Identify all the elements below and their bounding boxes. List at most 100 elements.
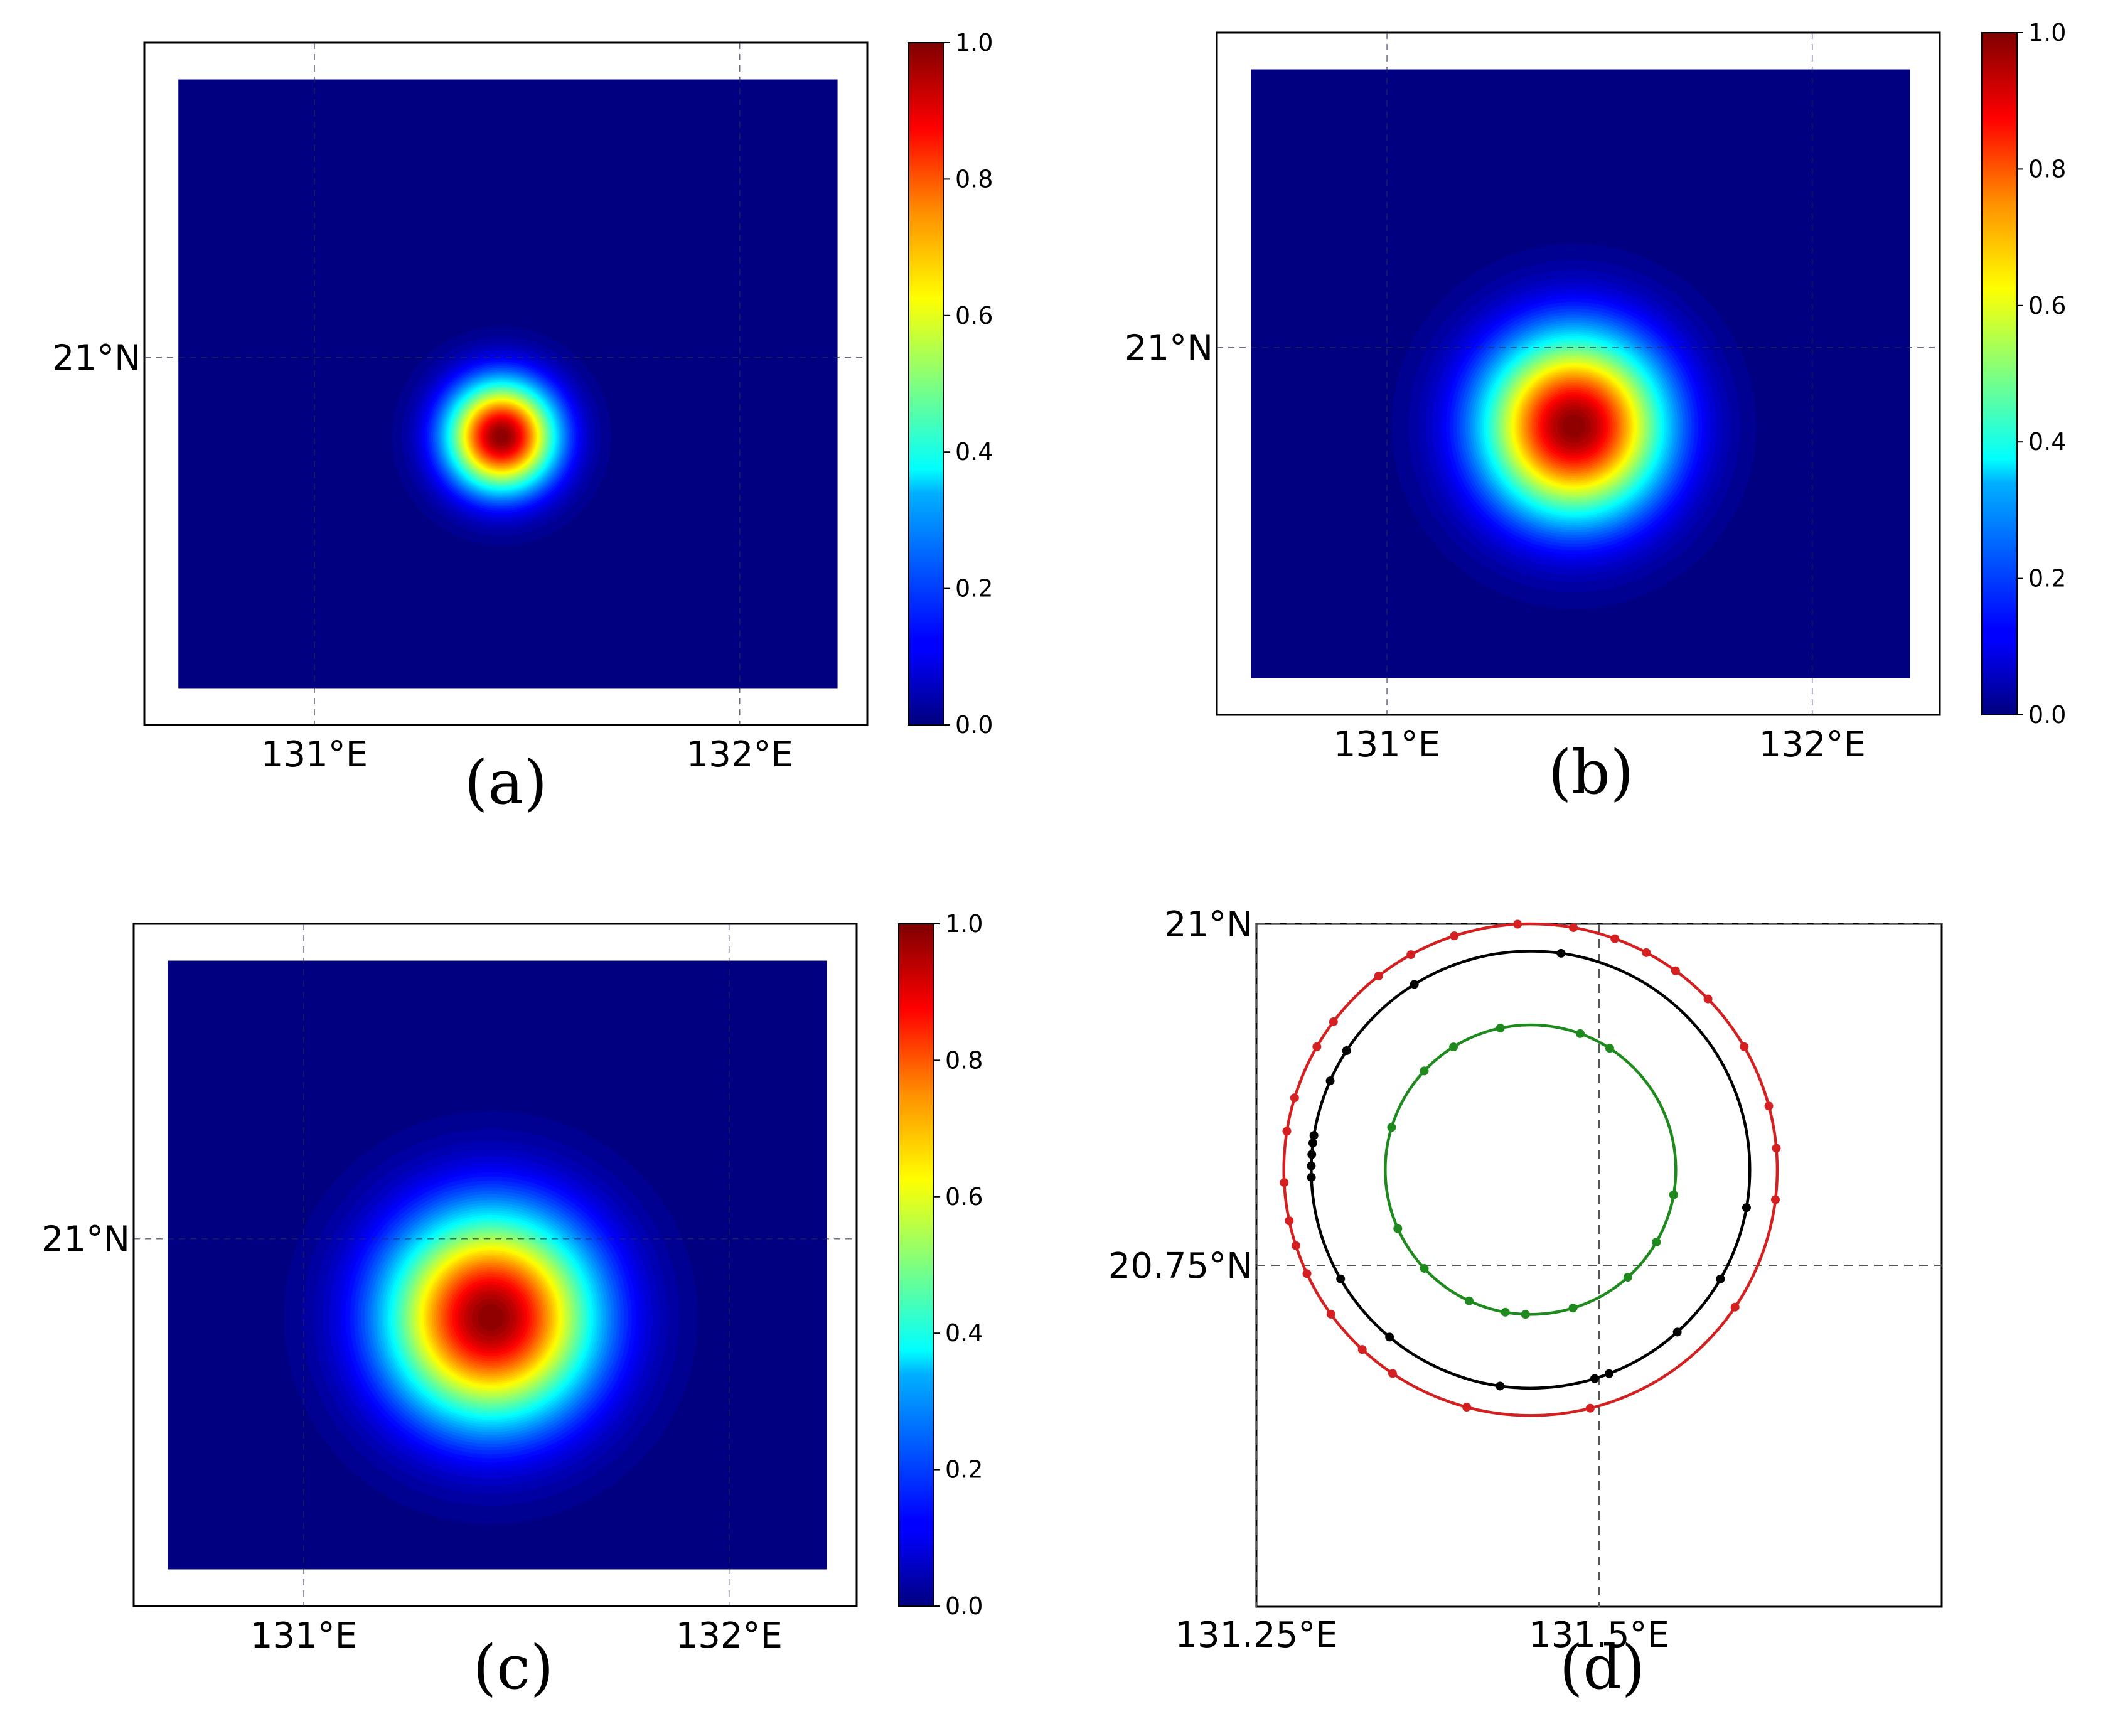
field-contour bbox=[478, 1304, 505, 1331]
x-tick-labels: 131.25°E 131.5°E bbox=[1175, 1615, 1669, 1656]
red-point bbox=[1357, 1345, 1367, 1354]
red-point bbox=[1406, 950, 1416, 960]
y-tick-label: 21°N bbox=[1164, 904, 1253, 945]
colorbar-tick-label: 0.2 bbox=[955, 575, 993, 603]
red-point bbox=[1462, 1403, 1472, 1412]
field-contour bbox=[495, 429, 509, 444]
field-contour bbox=[1562, 414, 1586, 438]
colorbar-ticks: 0.0 0.2 0.4 0.6 0.8 1.0 bbox=[944, 29, 993, 739]
red-point bbox=[1513, 919, 1522, 929]
black-point bbox=[1307, 1150, 1317, 1159]
red-point bbox=[1329, 1017, 1338, 1026]
red-point bbox=[1730, 1302, 1740, 1312]
colorbar-tick-label: 1.0 bbox=[955, 29, 993, 56]
red-point bbox=[1280, 1178, 1289, 1187]
green-point bbox=[1605, 1044, 1614, 1053]
black-point bbox=[1590, 1374, 1599, 1383]
colorbar-tick-label: 0.4 bbox=[2028, 428, 2066, 456]
black-point bbox=[1342, 1046, 1351, 1056]
y-tick-label: 21°N bbox=[52, 338, 141, 379]
colorbar-tick-label: 0.4 bbox=[945, 1319, 983, 1347]
black-point bbox=[1309, 1131, 1319, 1140]
x-tick-label: 131°E bbox=[1334, 724, 1440, 765]
green-point bbox=[1669, 1190, 1678, 1199]
red-point bbox=[1772, 1144, 1781, 1153]
x-tick-label: 132°E bbox=[687, 734, 793, 775]
colorbar-tick-label: 0.8 bbox=[955, 165, 993, 193]
black-point bbox=[1716, 1274, 1725, 1283]
green-point bbox=[1568, 1304, 1578, 1313]
red-point bbox=[1740, 1042, 1749, 1051]
y-tick-labels: 21°N bbox=[1125, 328, 1213, 369]
colorbar bbox=[908, 42, 944, 726]
red-point bbox=[1585, 1403, 1595, 1413]
green-point bbox=[1387, 1123, 1396, 1132]
panel-c: 131°E 132°E 21°N 0.0 0.2 0.4 0.6 0.8 1.0 (c) bbox=[41, 910, 983, 1703]
y-tick-label: 21°N bbox=[41, 1219, 130, 1260]
red-point bbox=[1450, 931, 1459, 941]
red-point bbox=[1703, 994, 1713, 1004]
red-point bbox=[1326, 1309, 1335, 1319]
y-tick-labels: 21°N bbox=[41, 1219, 130, 1260]
green-point bbox=[1521, 1310, 1530, 1319]
red-point bbox=[1282, 1127, 1292, 1136]
green-point bbox=[1501, 1307, 1510, 1317]
panel-a: 131°E 132°E 21°N 0.0 0.2 0.4 0.6 0.8 1.0 (a) bbox=[52, 29, 993, 818]
colorbar-tick-label: 0.8 bbox=[945, 1046, 983, 1074]
panel-label: (b) bbox=[1548, 737, 1634, 808]
x-tick-label: 131.5°E bbox=[1529, 1615, 1669, 1656]
panel-d: 131.25°E 131.5°E 21°N 20.75°N (d) bbox=[1108, 904, 1943, 1703]
black-point bbox=[1325, 1076, 1335, 1086]
heatmap-field bbox=[1251, 69, 1910, 678]
y-tick-label: 20.75°N bbox=[1108, 1246, 1253, 1287]
green-point bbox=[1420, 1066, 1429, 1076]
green-point bbox=[1393, 1224, 1403, 1233]
heatmap-field bbox=[178, 79, 838, 689]
x-tick-label: 132°E bbox=[1759, 724, 1866, 765]
black-point bbox=[1605, 1369, 1614, 1378]
green-point bbox=[1496, 1024, 1505, 1033]
red-point bbox=[1569, 923, 1578, 932]
red-point bbox=[1770, 1195, 1780, 1204]
green-point bbox=[1652, 1238, 1661, 1247]
colorbar-tick-label: 1.0 bbox=[2028, 19, 2066, 46]
green-point bbox=[1449, 1042, 1458, 1052]
black-point bbox=[1742, 1203, 1751, 1213]
y-tick-labels: 21°N 20.75°N bbox=[1108, 904, 1253, 1287]
colorbar-tick-label: 0.0 bbox=[2028, 701, 2066, 729]
panel-label: (a) bbox=[464, 747, 547, 818]
black-point bbox=[1307, 1161, 1316, 1171]
x-tick-label: 131°E bbox=[261, 734, 368, 775]
x-tick-labels: 131°E 132°E bbox=[250, 1615, 783, 1656]
colorbar-tick-label: 0.2 bbox=[945, 1456, 983, 1484]
colorbar-ticks: 0.0 0.2 0.4 0.6 0.8 1.0 bbox=[2017, 19, 2066, 729]
colorbar bbox=[898, 923, 934, 1607]
colorbar-tick-label: 0.0 bbox=[945, 1592, 983, 1620]
y-tick-label: 21°N bbox=[1125, 328, 1213, 369]
red-point bbox=[1764, 1101, 1774, 1111]
colorbar bbox=[1981, 32, 2018, 715]
panel-label: (c) bbox=[473, 1632, 554, 1703]
grid-lines bbox=[1256, 923, 1942, 1607]
x-tick-label: 132°E bbox=[676, 1615, 783, 1656]
x-tick-label: 131°E bbox=[250, 1615, 357, 1656]
heatmap-field bbox=[168, 960, 827, 1570]
red-point bbox=[1374, 972, 1383, 981]
black-point bbox=[1307, 1172, 1316, 1182]
red-circle bbox=[1282, 922, 1779, 1417]
green-point bbox=[1623, 1273, 1632, 1282]
red-point bbox=[1671, 966, 1680, 975]
colorbar-tick-label: 1.0 bbox=[945, 910, 983, 938]
green-point bbox=[1420, 1263, 1429, 1273]
green-circle bbox=[1384, 1023, 1678, 1316]
colorbar-tick-label: 0.6 bbox=[2028, 292, 2066, 319]
red-point bbox=[1388, 1369, 1397, 1378]
x-tick-label: 131.25°E bbox=[1175, 1615, 1337, 1656]
black-point bbox=[1308, 1139, 1317, 1148]
black-point bbox=[1385, 1332, 1394, 1342]
colorbar-tick-label: 0.2 bbox=[2028, 565, 2066, 592]
colorbar-tick-label: 0.4 bbox=[955, 438, 993, 466]
red-point bbox=[1610, 934, 1620, 943]
green-point bbox=[1575, 1029, 1585, 1038]
